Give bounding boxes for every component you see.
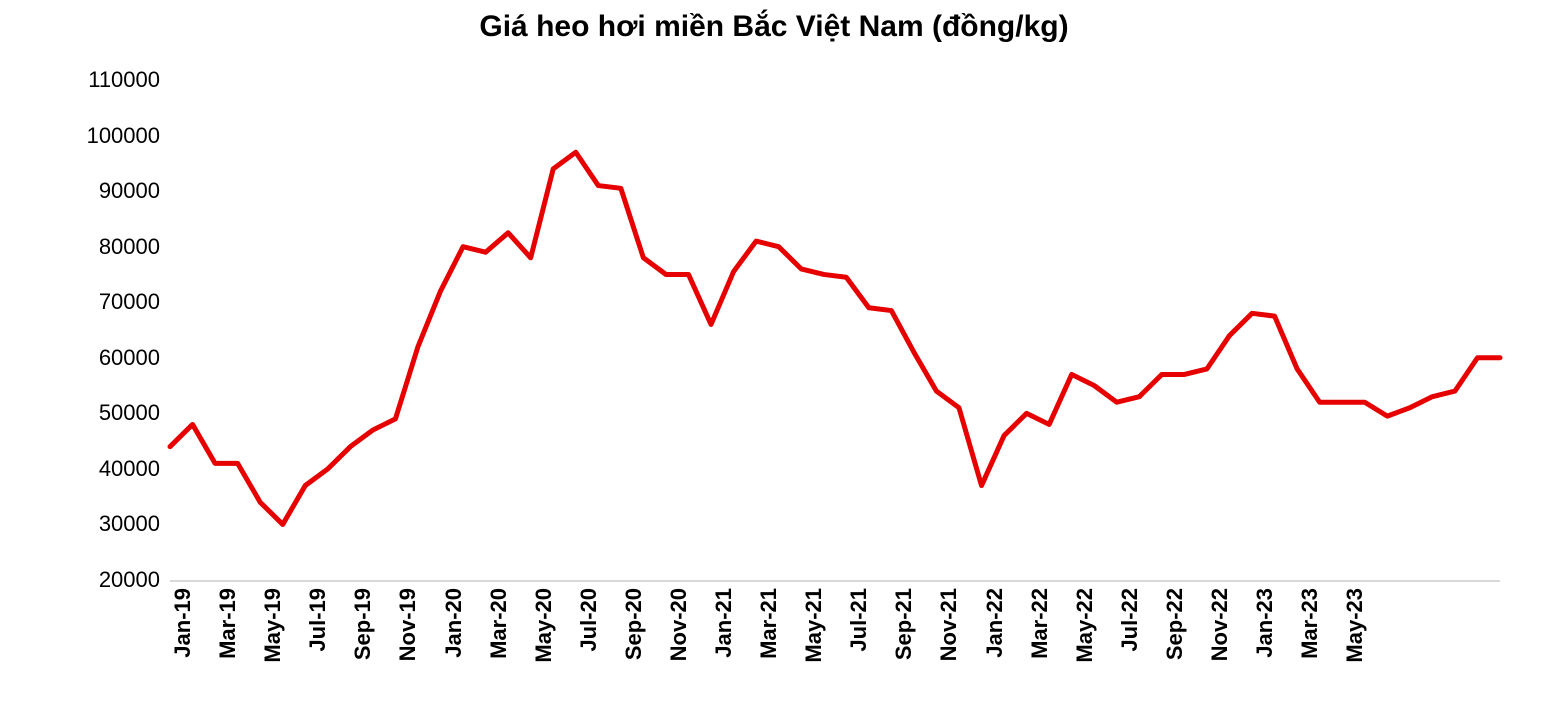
xtick-label: Mar-23 [1297, 588, 1323, 659]
xtick-label: May-20 [531, 588, 557, 663]
xtick-label: Jul-19 [305, 588, 331, 652]
xtick-label: Nov-22 [1207, 588, 1233, 661]
xtick-label: Nov-21 [936, 588, 962, 661]
price-line [170, 152, 1500, 524]
xtick-label: Nov-19 [395, 588, 421, 661]
ytick-label: 40000 [99, 456, 160, 482]
ytick-label: 110000 [88, 67, 160, 93]
ytick-label: 80000 [99, 234, 160, 260]
chart-container: Giá heo hơi miền Bắc Việt Nam (đồng/kg) … [0, 0, 1548, 712]
ytick-label: 70000 [99, 289, 160, 315]
ytick-label: 20000 [99, 567, 160, 593]
xtick-label: Jul-21 [846, 588, 872, 652]
xtick-label: Jan-20 [441, 588, 467, 658]
chart-title: Giá heo hơi miền Bắc Việt Nam (đồng/kg) [0, 10, 1548, 44]
xtick-label: Nov-20 [666, 588, 692, 661]
xtick-label: Sep-19 [350, 588, 376, 660]
xtick-label: Jul-20 [576, 588, 602, 652]
ytick-label: 90000 [99, 178, 160, 204]
ytick-label: 30000 [99, 511, 160, 537]
xtick-label: Jan-19 [170, 588, 196, 658]
xtick-label: May-19 [260, 588, 286, 663]
plot-area: 2000030000400005000060000700008000090000… [170, 80, 1500, 580]
xtick-label: May-23 [1342, 588, 1368, 663]
xtick-label: Sep-22 [1162, 588, 1188, 660]
ytick-label: 50000 [99, 400, 160, 426]
xtick-label: Mar-20 [486, 588, 512, 659]
ytick-label: 60000 [99, 345, 160, 371]
xtick-label: Jan-21 [711, 588, 737, 658]
xtick-label: Mar-19 [215, 588, 241, 659]
line-chart-svg [170, 80, 1500, 580]
xtick-label: Mar-21 [756, 588, 782, 659]
xtick-label: Jul-22 [1117, 588, 1143, 652]
xtick-label: May-22 [1072, 588, 1098, 663]
xtick-label: Jan-22 [982, 588, 1008, 658]
xtick-label: Sep-20 [621, 588, 647, 660]
xtick-label: Jan-23 [1252, 588, 1278, 658]
xtick-label: May-21 [801, 588, 827, 663]
xtick-label: Mar-22 [1027, 588, 1053, 659]
x-axis-line [170, 580, 1500, 582]
xtick-label: Sep-21 [891, 588, 917, 660]
ytick-label: 100000 [87, 123, 160, 149]
